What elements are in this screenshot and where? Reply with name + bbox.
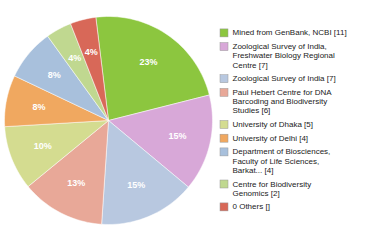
svg-text:13%: 13% bbox=[67, 178, 85, 188]
svg-text:University of Dhaka [5]: University of Dhaka [5] bbox=[233, 120, 313, 129]
svg-text:Department of Biosciences,Facu: Department of Biosciences,Faculty of Lif… bbox=[233, 147, 331, 174]
svg-text:10%: 10% bbox=[34, 141, 52, 151]
svg-text:Zoological Survey of India [7]: Zoological Survey of India [7] bbox=[233, 74, 336, 83]
svg-text:8%: 8% bbox=[33, 102, 46, 112]
svg-text:0 Others []: 0 Others [] bbox=[233, 202, 270, 211]
svg-text:4%: 4% bbox=[68, 53, 81, 63]
svg-text:Mined from GenBank, NCBI [11]: Mined from GenBank, NCBI [11] bbox=[233, 28, 347, 37]
svg-text:Centre for BiodiversityGenomic: Centre for BiodiversityGenomics [2] bbox=[233, 180, 312, 198]
svg-text:15%: 15% bbox=[127, 180, 145, 190]
svg-text:Paul Hebert Centre for DNABarc: Paul Hebert Centre for DNABarcoding and … bbox=[233, 88, 333, 115]
svg-text:Zoological Survey of India,Fre: Zoological Survey of India,Freshwater Bi… bbox=[233, 42, 335, 69]
svg-text:4%: 4% bbox=[85, 47, 98, 57]
svg-text:15%: 15% bbox=[168, 131, 186, 141]
svg-text:University of Delhi [4]: University of Delhi [4] bbox=[233, 134, 309, 143]
svg-text:23%: 23% bbox=[139, 57, 157, 67]
svg-text:8%: 8% bbox=[48, 70, 61, 80]
